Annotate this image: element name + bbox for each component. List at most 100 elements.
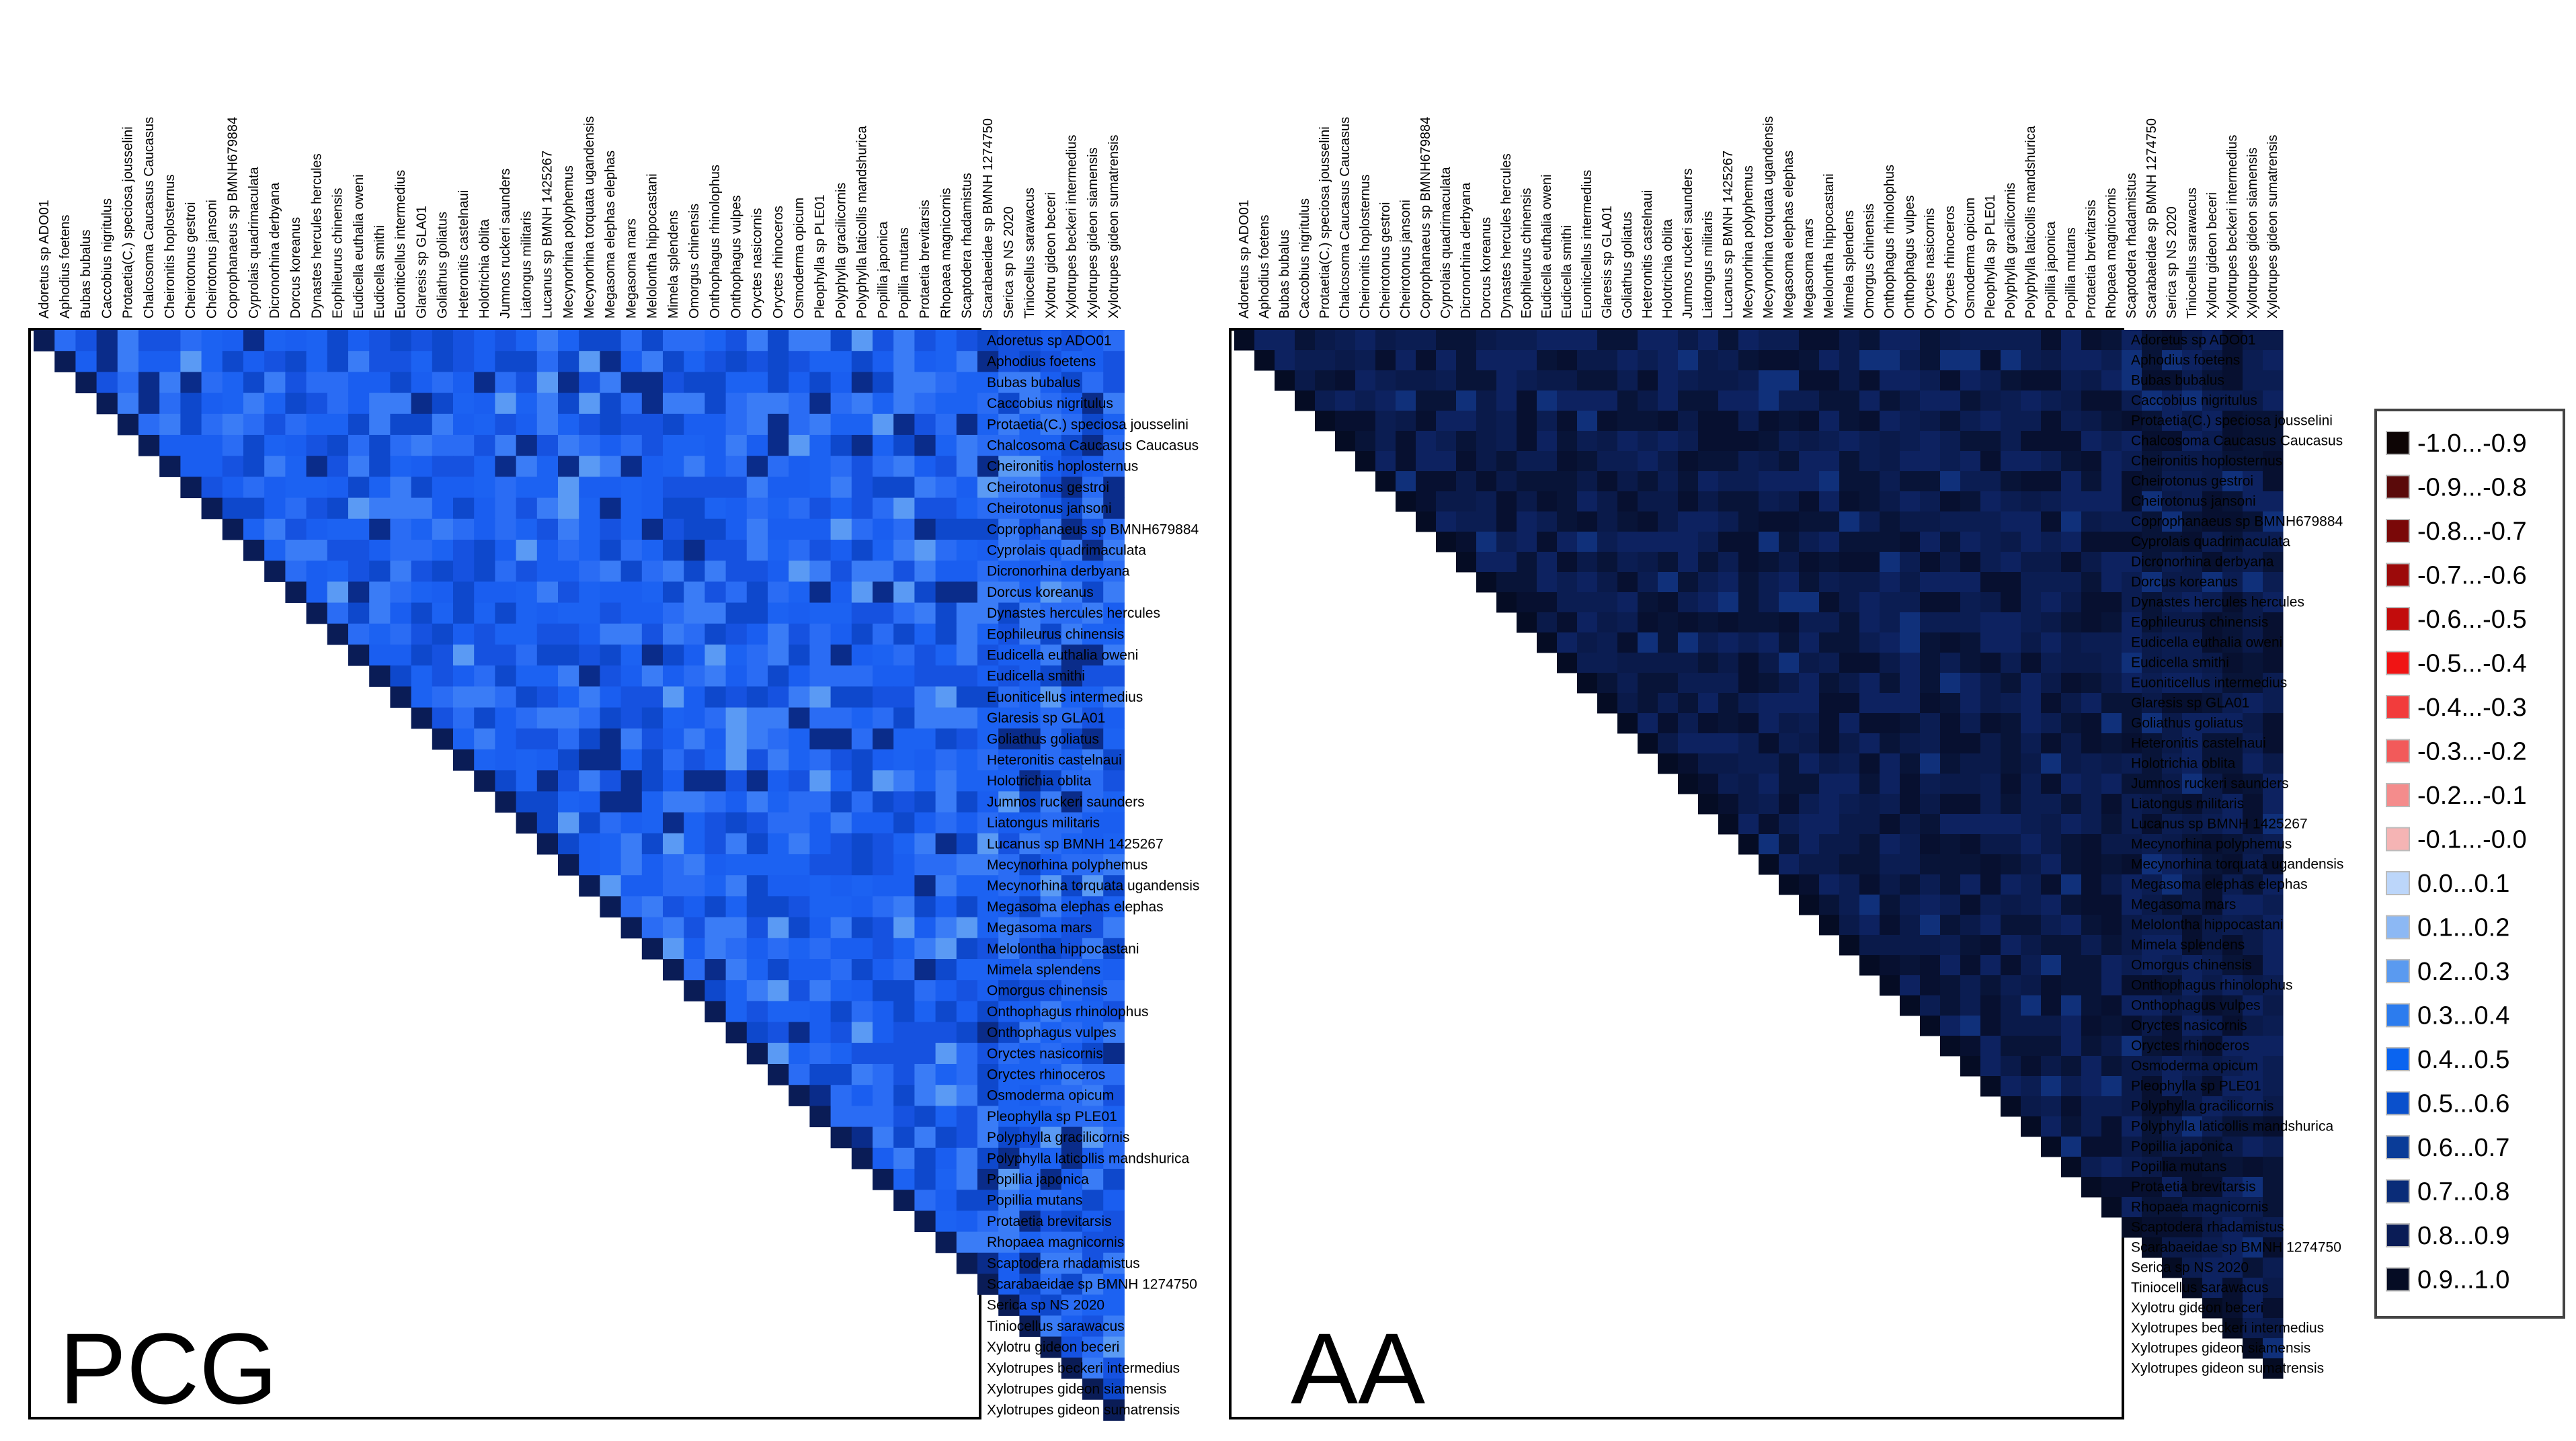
heatmap-cell [2041,451,2062,472]
heatmap-cell [1799,552,1820,573]
heatmap-cell [432,623,454,645]
heatmap-cell [1658,673,1679,694]
heatmap-cell [1638,370,1658,391]
column-label: Omorgus chinensis [687,204,702,319]
heatmap-cell [873,1022,894,1044]
heatmap-cell [705,435,727,456]
heatmap-cell [789,875,810,897]
heatmap-cell [1658,350,1679,371]
heatmap-cell [579,602,600,624]
heatmap-cell [641,645,663,666]
heatmap-cell [1779,431,1800,452]
heatmap-cell [768,665,789,687]
heatmap-cell [2081,411,2102,431]
heatmap-cell [306,456,328,477]
heatmap-cell [1880,854,1900,875]
heatmap-cell [620,540,643,561]
heatmap-cell [1436,471,1457,492]
heatmap-cell [2081,834,2102,855]
heatmap-cell [2081,955,2102,976]
heatmap-cell [1698,370,1719,391]
heatmap-cell [641,497,663,520]
heatmap-cell [830,896,852,918]
heatmap-cell [851,791,873,813]
heatmap-cell [1335,431,1356,452]
heatmap-cell [1658,733,1679,754]
heatmap-cell [306,602,328,624]
heatmap-cell [1019,1085,1041,1106]
heatmap-cell [243,330,265,352]
heatmap-cell [1436,491,1457,512]
heatmap-cell [1577,390,1598,411]
row-label: Caccobius nigritulus [987,396,1113,411]
heatmap-cell [1456,431,1477,452]
heatmap-cell [2081,774,2102,794]
column-label: Melolontha hippocastani [645,173,660,319]
heatmap-cell [1718,431,1739,452]
column-label: Eudicella smithi [1560,225,1574,319]
heatmap-cell [705,770,727,792]
heatmap-cell [1980,915,2001,936]
heatmap-cell [977,1147,999,1169]
heatmap-cell [1638,612,1658,633]
heatmap-cell [998,1001,1020,1023]
heatmap-cell [1980,451,2001,472]
heatmap-cell [2061,854,2082,875]
heatmap-cell [893,707,915,729]
heatmap-cell [1103,518,1125,540]
heatmap-cell [579,854,600,876]
heatmap-cell [830,456,852,477]
legend-swatch [2386,651,2410,675]
heatmap-cell [2061,431,2082,452]
heatmap-cell [1436,330,1457,351]
row-label: Xylotrupes beckeri intermedius [987,1360,1180,1376]
heatmap-cell [2061,330,2082,351]
heatmap-cell [1019,707,1041,729]
heatmap-cell [558,707,579,729]
heatmap-cell [2081,1056,2102,1077]
heatmap-cell [432,645,454,666]
heatmap-cell [495,351,517,372]
heatmap-cell [495,413,517,436]
heatmap-cell [1019,812,1041,834]
heatmap-cell [1819,511,1840,532]
heatmap-cell [1019,330,1041,352]
heatmap-cell [1900,774,1921,794]
column-label: Scarabaeidae sp BMNH 1274750 [2144,118,2159,319]
heatmap-cell [935,812,957,834]
heatmap-cell [914,1022,936,1044]
heatmap-cell [1799,612,1820,633]
heatmap-cell [768,791,789,813]
heatmap-cell [1920,653,1941,673]
heatmap-cell [2101,1016,2122,1036]
heatmap-cell [243,413,265,436]
heatmap-cell [998,1126,1020,1149]
heatmap-cell [1040,351,1062,372]
heatmap-cell [1456,532,1477,552]
heatmap-cell [264,413,286,436]
heatmap-cell [2122,632,2142,653]
heatmap-cell [2182,511,2203,532]
heatmap-cell [1517,411,1537,431]
heatmap-cell [705,791,727,813]
heatmap-cell [1779,854,1800,875]
heatmap-cell [495,561,517,582]
heatmap-cell [1537,491,1558,512]
heatmap-cell [893,1001,915,1023]
heatmap-cell [201,435,223,456]
heatmap-cell [705,602,727,624]
heatmap-cell [264,518,286,540]
row-label: Onthophagus vulpes [2131,998,2261,1014]
heatmap-cell [2041,1076,2062,1097]
panel-title: PCG [59,1312,278,1425]
heatmap-cell [1819,774,1840,794]
heatmap-cell [558,435,579,456]
heatmap-cell [1103,1378,1125,1400]
heatmap-cell [893,372,915,394]
heatmap-cell [1980,975,2001,996]
heatmap-cell [1738,511,1759,532]
heatmap-cell [768,686,789,708]
heatmap-cell [579,581,600,604]
heatmap-cell [1799,834,1820,855]
heatmap-cell [1416,330,1437,351]
